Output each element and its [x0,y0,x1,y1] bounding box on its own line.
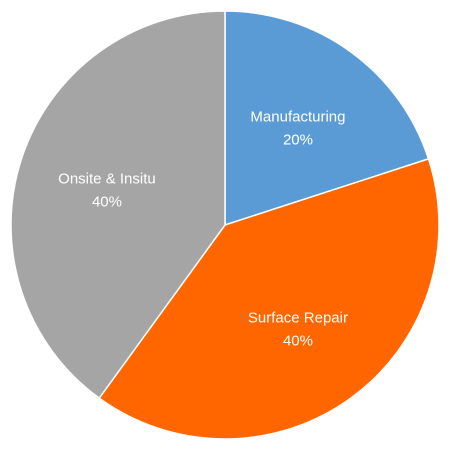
slice-label-onsite-insitu: Onsite & Insitu [58,171,156,188]
pie-slice-manufacturing [224,10,430,227]
slice-percent-manufacturing: 20% [283,132,313,149]
pie-slice-onsite-insitu [10,10,226,400]
slice-label-surface-repair: Surface Repair [248,309,348,326]
slice-percent-surface-repair: 40% [283,332,313,349]
pie-slice-surface-repair [98,157,440,440]
slice-percent-onsite-insitu: 40% [92,194,122,211]
slice-label-manufacturing: Manufacturing [250,109,345,126]
